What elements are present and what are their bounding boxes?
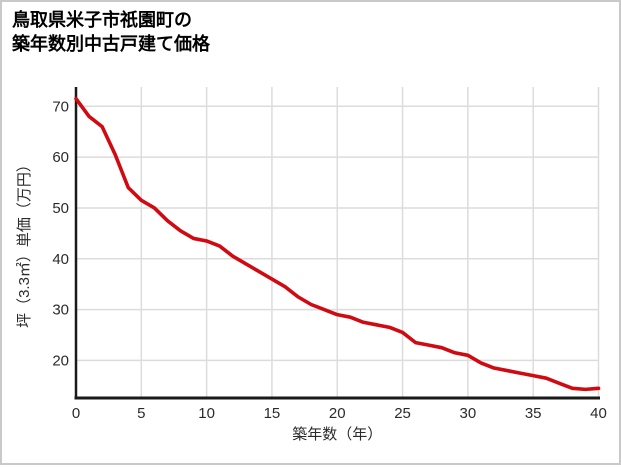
y-axis-tick-labels: 20 30 40 50 60 70 (52, 98, 69, 369)
x-tick-label: 30 (460, 405, 477, 422)
x-tick-label: 40 (590, 405, 607, 422)
x-tick-label: 20 (329, 405, 346, 422)
y-tick-label: 40 (52, 251, 69, 268)
y-tick-label: 20 (52, 352, 69, 369)
x-tick-label: 0 (72, 405, 80, 422)
y-tick-label: 70 (52, 98, 69, 115)
y-tick-label: 30 (52, 302, 69, 319)
x-tick-label: 10 (198, 405, 215, 422)
x-tick-label: 5 (137, 405, 145, 422)
x-axis-tick-labels: 0 5 10 15 20 25 30 35 40 (72, 405, 607, 422)
x-axis-title: 築年数（年） (292, 425, 382, 443)
x-tick-label: 35 (525, 405, 542, 422)
axes (74, 87, 600, 400)
x-tick-label: 25 (394, 405, 411, 422)
y-axis-title: 坪（3.3㎡）単価（万円） (16, 157, 33, 328)
chart-title-line2: 築年数別中古戸建て価格 (12, 34, 210, 55)
y-tick-label: 50 (52, 200, 69, 217)
chart-title: 鳥取県米子市祇園町の 築年数別中古戸建て価格 (12, 8, 210, 57)
price-line (74, 96, 601, 392)
x-tick-label: 15 (264, 405, 281, 422)
chart-title-line1: 鳥取県米子市祇園町の (12, 10, 192, 30)
y-tick-label: 60 (52, 149, 69, 166)
gridlines (76, 87, 600, 398)
